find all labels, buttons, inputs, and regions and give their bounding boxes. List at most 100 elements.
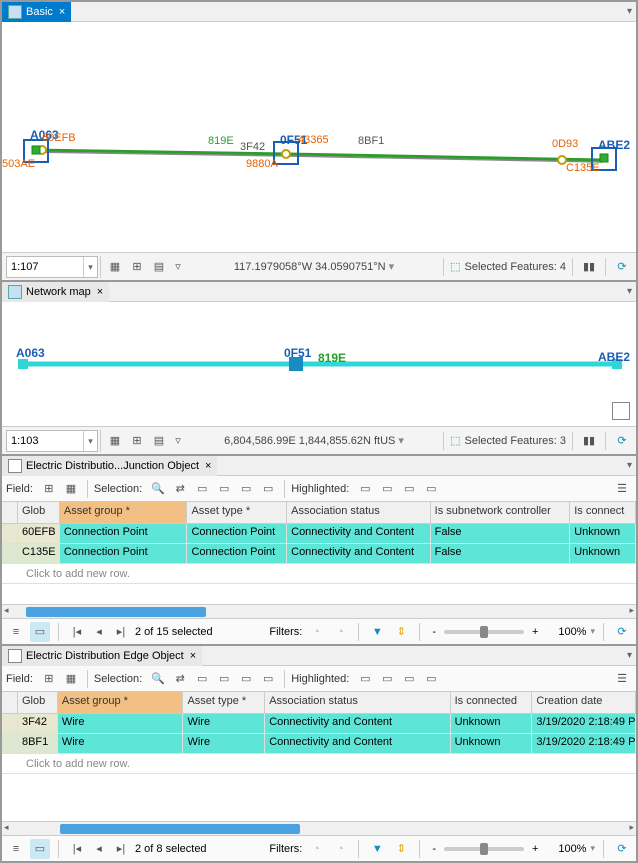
refresh-table-icon[interactable]: ⟳ (612, 622, 632, 642)
zoom-plus[interactable]: + (528, 626, 542, 638)
table-menu-caret[interactable]: ▾ (627, 460, 632, 471)
sel-copy-icon[interactable]: ▭ (236, 669, 256, 689)
sel-copy-icon[interactable]: ▭ (236, 479, 256, 499)
nav-first-icon[interactable]: |◂ (67, 622, 87, 642)
col-header[interactable] (2, 692, 18, 713)
toolbar-menu-icon[interactable]: ☰ (612, 479, 632, 499)
zoom-slider[interactable] (444, 847, 524, 851)
sel-del-icon[interactable]: ▭ (214, 479, 234, 499)
table-row[interactable]: C135EConnection PointConnection PointCon… (2, 544, 636, 564)
nav-prev-icon[interactable]: ◂ (89, 839, 109, 859)
table-close[interactable]: × (190, 650, 196, 662)
sel-clear-icon[interactable]: ▭ (192, 479, 212, 499)
col-header[interactable]: Creation date (532, 692, 636, 713)
tool-snap-icon-2[interactable]: ⊞ (127, 431, 147, 451)
scale-input-2[interactable] (7, 431, 83, 451)
zoom-slider[interactable] (444, 630, 524, 634)
tab-basic[interactable]: Basic × (2, 2, 71, 22)
sel-del-icon[interactable]: ▭ (214, 669, 234, 689)
scale-combo-2[interactable]: ▾ (6, 430, 98, 452)
minimap-icon[interactable] (612, 402, 630, 420)
filter-arrows-icon[interactable]: ⇕ (391, 622, 411, 642)
refresh-icon[interactable]: ⟳ (612, 257, 632, 277)
selected-features-2[interactable]: ⬚ Selected Features: 3 (450, 434, 566, 447)
tool-grid2-icon-2[interactable]: ▤ (149, 431, 169, 451)
tool-grid-icon[interactable]: ▦ (105, 257, 125, 277)
col-header[interactable]: Is connected (451, 692, 533, 713)
field-add-icon[interactable]: ⊞ (39, 669, 59, 689)
pause-icon[interactable]: ▮▮ (579, 257, 599, 277)
tool-dd-icon-2[interactable]: ▿ (171, 431, 185, 451)
sel-clear-icon[interactable]: ▭ (192, 669, 212, 689)
zoom-minus[interactable]: - (428, 843, 440, 855)
table-row[interactable]: 8BF1WireWireConnectivity and ContentUnkn… (2, 734, 636, 754)
col-header[interactable]: Is subnetwork controller (431, 502, 571, 523)
field-calc-icon[interactable]: ▦ (61, 669, 81, 689)
scale-dropdown-2[interactable]: ▾ (83, 431, 97, 451)
view-all-icon[interactable]: ≡ (6, 839, 26, 859)
table-row[interactable]: 3F42WireWireConnectivity and ContentUnkn… (2, 714, 636, 734)
hscroll[interactable]: ◂ ▸ (2, 821, 636, 835)
table-tab[interactable]: Electric Distributio...Junction Object × (2, 456, 217, 476)
tab-network-close[interactable]: × (97, 286, 103, 298)
col-header[interactable] (2, 502, 18, 523)
scale-dropdown[interactable]: ▾ (83, 257, 97, 277)
view-sel-icon[interactable]: ▭ (30, 839, 50, 859)
table-menu-caret[interactable]: ▾ (627, 650, 632, 661)
tool-dd-icon[interactable]: ▿ (171, 257, 185, 277)
col-header[interactable]: Asset type * (183, 692, 265, 713)
panel-menu-caret[interactable]: ▾ (627, 6, 632, 17)
add-row[interactable]: Click to add new row. (2, 754, 636, 774)
toolbar-menu-icon[interactable]: ☰ (612, 669, 632, 689)
hl-4-icon[interactable]: ▭ (421, 669, 441, 689)
filter-extent-icon[interactable]: ◔ (330, 622, 350, 642)
filter-funnel-icon[interactable]: ▼ (367, 839, 387, 859)
col-header[interactable]: Asset group * (60, 502, 188, 523)
scale-combo[interactable]: ▾ (6, 256, 98, 278)
filter-time-icon[interactable]: ◔ (306, 622, 326, 642)
sel-zoom-icon[interactable]: 🔍 (148, 669, 168, 689)
tab-network[interactable]: Network map × (2, 282, 109, 302)
zoom-plus[interactable]: + (528, 843, 542, 855)
refresh-icon-2[interactable]: ⟳ (612, 431, 632, 451)
panel2-menu-caret[interactable]: ▾ (627, 286, 632, 297)
table-close[interactable]: × (205, 460, 211, 472)
nav-prev-icon[interactable]: ◂ (89, 622, 109, 642)
basic-viewport[interactable]: A0630F51ABE260EFB503AE819E3F42433659880A… (2, 22, 636, 252)
hl-2-icon[interactable]: ▭ (377, 669, 397, 689)
sel-zoom-icon[interactable]: 🔍 (148, 479, 168, 499)
refresh-table-icon[interactable]: ⟳ (612, 839, 632, 859)
add-row[interactable]: Click to add new row. (2, 564, 636, 584)
hl-3-icon[interactable]: ▭ (399, 479, 419, 499)
col-header[interactable]: Association status (265, 692, 450, 713)
col-header[interactable]: Glob (18, 692, 58, 713)
table-tab[interactable]: Electric Distribution Edge Object × (2, 646, 202, 666)
col-header[interactable]: Association status (287, 502, 431, 523)
filter-funnel-icon[interactable]: ▼ (367, 622, 387, 642)
filter-extent-icon[interactable]: ◔ (330, 839, 350, 859)
nav-first-icon[interactable]: |◂ (67, 839, 87, 859)
network-viewport[interactable]: A0630F51819EABE2 (2, 302, 636, 426)
tool-grid-icon-2[interactable]: ▦ (105, 431, 125, 451)
hl-2-icon[interactable]: ▭ (377, 479, 397, 499)
field-add-icon[interactable]: ⊞ (39, 479, 59, 499)
col-header[interactable]: Is connect (570, 502, 636, 523)
field-calc-icon[interactable]: ▦ (61, 479, 81, 499)
sel-all-icon[interactable]: ▭ (258, 669, 278, 689)
table-row[interactable]: 60EFBConnection PointConnection PointCon… (2, 524, 636, 544)
sel-all-icon[interactable]: ▭ (258, 479, 278, 499)
filter-arrows-icon[interactable]: ⇕ (391, 839, 411, 859)
view-sel-icon[interactable]: ▭ (30, 622, 50, 642)
hl-1-icon[interactable]: ▭ (355, 669, 375, 689)
hl-3-icon[interactable]: ▭ (399, 669, 419, 689)
hl-1-icon[interactable]: ▭ (355, 479, 375, 499)
zoom-minus[interactable]: - (428, 626, 440, 638)
selected-features[interactable]: ⬚ Selected Features: 4 (450, 260, 566, 273)
pause-icon-2[interactable]: ▮▮ (579, 431, 599, 451)
col-header[interactable]: Glob (18, 502, 60, 523)
sel-switch-icon[interactable]: ⇄ (170, 669, 190, 689)
col-header[interactable]: Asset type * (187, 502, 287, 523)
tool-grid2-icon[interactable]: ▤ (149, 257, 169, 277)
hscroll[interactable]: ◂ ▸ (2, 604, 636, 618)
filter-time-icon[interactable]: ◔ (306, 839, 326, 859)
